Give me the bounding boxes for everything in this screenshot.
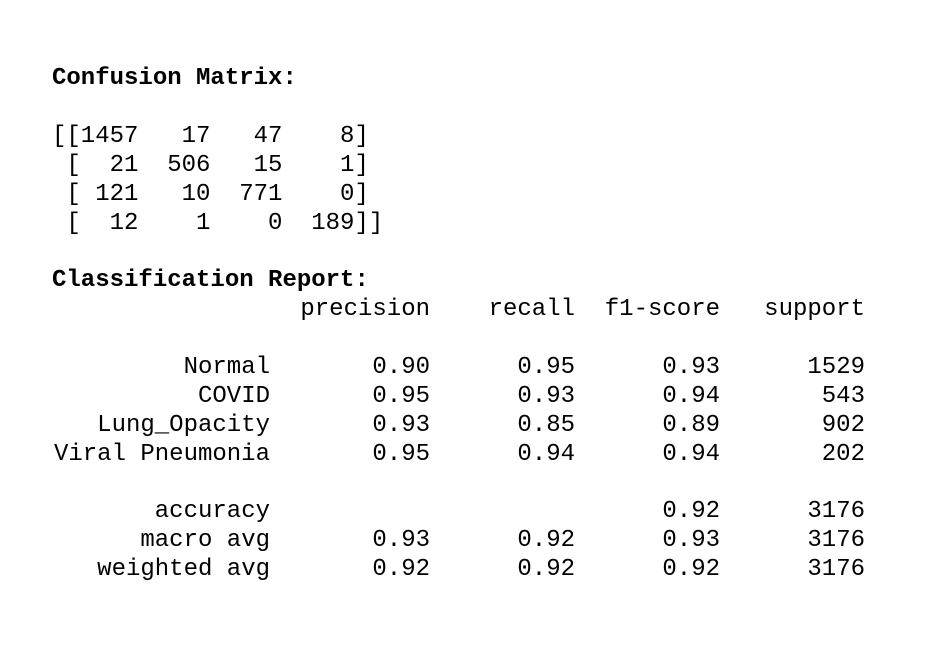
matrix-row: [ 12 1 0 189]]	[52, 210, 384, 237]
confusion-matrix-title: Confusion Matrix:	[52, 65, 297, 92]
recall-value: 0.93	[517, 383, 575, 410]
classification-report-title: Classification Report:	[52, 267, 369, 294]
support-value: 202	[821, 441, 865, 468]
recall-value: 0.95	[517, 354, 575, 381]
row-label: weighted avg	[97, 556, 270, 583]
matrix-row: [ 21 506 15 1]	[52, 152, 369, 179]
header-recall: recall	[488, 296, 575, 323]
support-value: 3176	[807, 556, 865, 583]
precision-value: 0.95	[372, 441, 430, 468]
header-precision: precision	[300, 296, 430, 323]
recall-value	[430, 497, 575, 526]
row-label: Normal	[183, 354, 270, 381]
precision-value: 0.95	[372, 383, 430, 410]
precision-value	[270, 497, 430, 526]
row-label: macro avg	[140, 527, 270, 554]
f1-value: 0.93	[662, 354, 720, 381]
f1-value: 0.92	[662, 498, 720, 525]
matrix-row: [[1457 17 47 8]	[52, 123, 369, 150]
matrix-row: [ 121 10 771 0]	[52, 181, 369, 208]
f1-value: 0.93	[662, 527, 720, 554]
precision-value: 0.93	[372, 412, 430, 439]
row-label: Lung_Opacity	[97, 412, 270, 439]
recall-value: 0.85	[517, 412, 575, 439]
recall-value: 0.92	[517, 556, 575, 583]
f1-value: 0.92	[662, 556, 720, 583]
recall-value: 0.94	[517, 441, 575, 468]
precision-value: 0.90	[372, 354, 430, 381]
f1-value: 0.94	[662, 441, 720, 468]
row-label: accuracy	[154, 498, 270, 525]
f1-value: 0.89	[662, 412, 720, 439]
support-value: 1529	[807, 354, 865, 381]
support-value: 3176	[807, 498, 865, 525]
support-value: 902	[821, 412, 865, 439]
header-support: support	[764, 296, 865, 323]
row-label: Viral Pneumonia	[53, 441, 270, 468]
support-value: 3176	[807, 527, 865, 554]
support-value: 543	[821, 383, 865, 410]
row-label: COVID	[197, 383, 270, 410]
f1-value: 0.94	[662, 383, 720, 410]
precision-value: 0.93	[372, 527, 430, 554]
recall-value: 0.92	[517, 527, 575, 554]
precision-value: 0.92	[372, 556, 430, 583]
header-f1-score: f1-score	[604, 296, 720, 323]
